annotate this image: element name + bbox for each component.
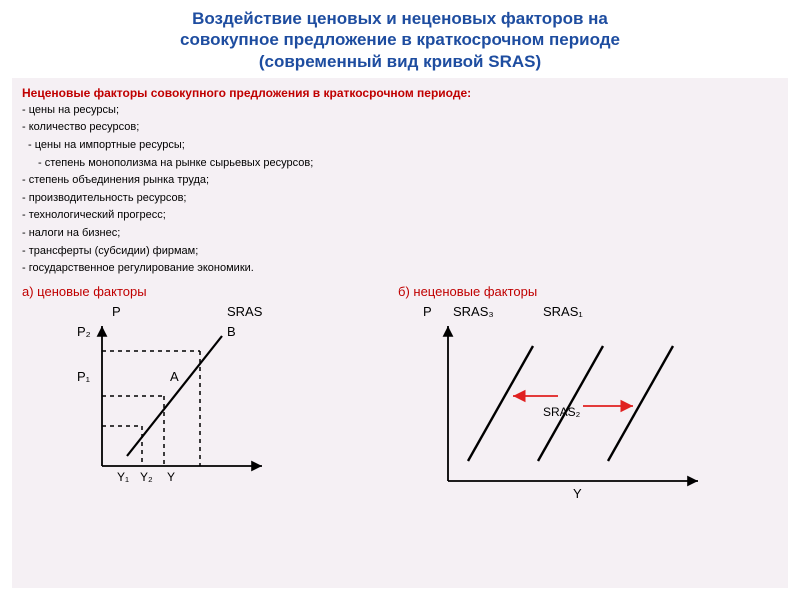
label-A: A (170, 369, 179, 384)
factor-item: степень монополизма на рынке сырьевых ре… (22, 155, 778, 173)
title-line-3: (современный вид кривой SRAS) (40, 51, 760, 72)
factors-subheading: Неценовые факторы совокупного предложени… (22, 86, 778, 100)
content-box: Неценовые факторы совокупного предложени… (12, 78, 788, 588)
title-line-2: совокупное предложение в краткосрочном п… (40, 29, 760, 50)
label-B: B (227, 324, 236, 339)
chart-b-title: б) неценовые факторы (398, 284, 778, 299)
label-p: P (112, 304, 121, 319)
label-y: Y (167, 470, 175, 484)
sras3-line (468, 346, 533, 461)
sras2-line (608, 346, 673, 461)
label-y1: Y₁ (117, 470, 129, 484)
factor-item: технологический прогресс; (22, 207, 778, 225)
factor-list: цены на ресурсы; количество ресурсов; це… (22, 100, 778, 284)
label-p-b: P (423, 304, 432, 319)
factor-item: количество ресурсов; (22, 119, 778, 137)
title-line-1: Воздействие ценовых и неценовых факторов… (40, 8, 760, 29)
label-p2: P₂ (77, 324, 91, 339)
factor-item: цены на импортные ресурсы; (22, 137, 778, 155)
factor-item: цены на ресурсы; (22, 102, 778, 120)
factor-item: государственное регулирование экономики. (22, 260, 778, 278)
charts-row: а) ценовые факторы P SRAS P₂ B P₁ A (22, 284, 778, 511)
label-sras2: SRAS₂ (543, 405, 581, 419)
label-sras: SRAS (227, 304, 263, 319)
factor-item: налоги на бизнес; (22, 225, 778, 243)
factor-item: степень объединения рынка труда; (22, 172, 778, 190)
label-y-b: Y (573, 486, 582, 501)
label-sras1: SRAS₁ (543, 304, 583, 319)
chart-b-svg: P SRAS₃ SRAS₁ (398, 301, 778, 511)
label-sras3: SRAS₃ (453, 304, 494, 319)
chart-a-title: а) ценовые факторы (22, 284, 388, 299)
label-p1: P₁ (77, 369, 91, 384)
factor-item: трансферты (субсидии) фирмам; (22, 243, 778, 261)
factor-item: производительность ресурсов; (22, 190, 778, 208)
sras1-line (538, 346, 603, 461)
label-y2: Y₂ (140, 470, 153, 484)
chart-a-svg: P SRAS P₂ B P₁ A (22, 301, 382, 511)
chart-b: б) неценовые факторы P SRAS₃ SRAS₁ (398, 284, 778, 511)
slide-title: Воздействие ценовых и неценовых факторов… (0, 0, 800, 78)
chart-a: а) ценовые факторы P SRAS P₂ B P₁ A (22, 284, 388, 511)
